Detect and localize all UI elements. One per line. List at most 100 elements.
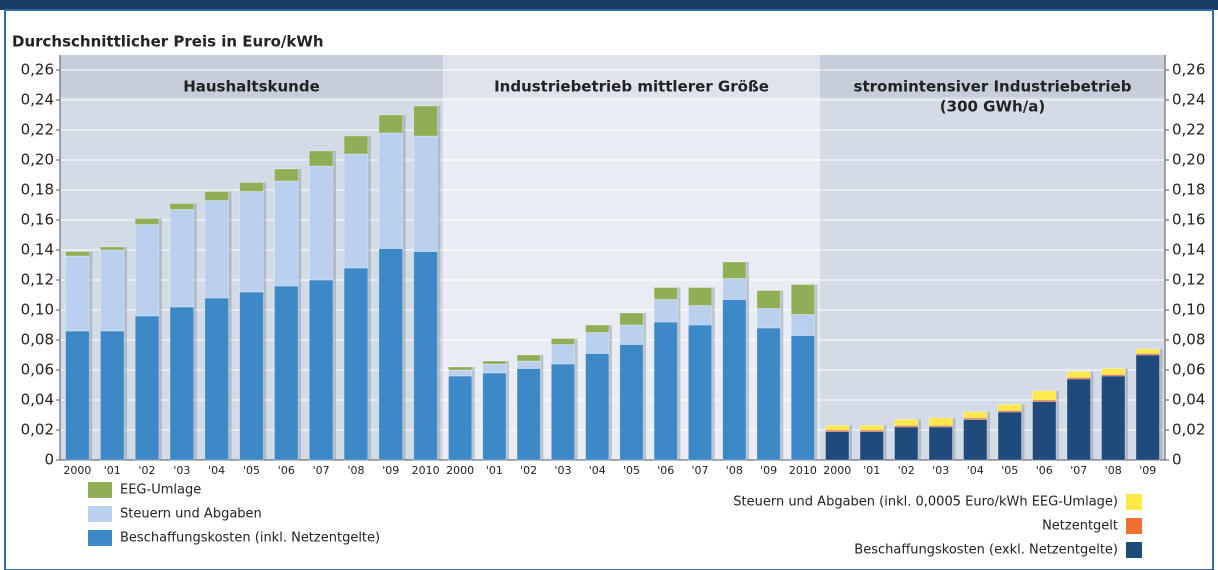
y-tick-label: 0,20 (21, 151, 54, 169)
panel-subtitle: (300 GWh/a) (940, 98, 1045, 116)
x-tick-label: '04 (589, 464, 606, 477)
bar-segment (790, 314, 815, 336)
bar-segment (722, 278, 747, 300)
bar-segment (413, 135, 438, 252)
x-tick-label: '05 (1001, 464, 1018, 477)
x-tick-label: '03 (932, 464, 949, 477)
bar-segment (134, 315, 160, 461)
panel-title: Industriebetrieb mittlerer Größe (494, 78, 769, 96)
bar-segment (825, 425, 850, 431)
bar-segment (1135, 348, 1160, 354)
x-tick-label: '08 (726, 464, 743, 477)
y2-tick-label: 0 (1172, 451, 1182, 469)
bar-segment (756, 327, 781, 461)
bar-segment (722, 261, 747, 279)
bar-segment (928, 417, 953, 426)
x-tick-label: '06 (657, 464, 674, 477)
x-tick-label: '07 (313, 464, 330, 477)
y-tick-label: 0,02 (21, 421, 54, 439)
y-tick-label: 0,24 (21, 91, 54, 109)
bar-segment (1066, 378, 1091, 461)
x-tick-label: '04 (967, 464, 984, 477)
bar-segment (859, 431, 884, 461)
bar-segment (378, 248, 404, 461)
panel-title: Haushaltskunde (183, 78, 320, 96)
x-tick-label: '09 (382, 464, 399, 477)
bar-segment (204, 191, 229, 201)
bar-segment (619, 344, 644, 461)
y2-tick-label: 0,20 (1172, 151, 1205, 169)
y2-tick-label: 0,12 (1172, 271, 1205, 289)
bar-segment (928, 426, 953, 461)
y2-tick-label: 0,04 (1172, 391, 1205, 409)
panel-header (443, 55, 820, 97)
bar-segment (516, 368, 541, 461)
x-tick-label: '08 (347, 464, 364, 477)
bar-segment (653, 321, 678, 461)
y2-tick-label: 0,06 (1172, 361, 1205, 379)
y-tick-label: 0,08 (21, 331, 54, 349)
legend-swatch (88, 530, 112, 546)
x-tick-label: '02 (139, 464, 156, 477)
bar-segment (550, 344, 576, 365)
bar-segment (1066, 371, 1091, 378)
bar-segment (790, 335, 815, 461)
bar-segment (274, 168, 299, 182)
bar-segment (859, 425, 884, 431)
bar-segment (756, 290, 781, 309)
legend-swatch (88, 506, 112, 522)
x-tick-label: '02 (898, 464, 915, 477)
bar-segment (653, 287, 678, 300)
x-tick-label: '04 (208, 464, 225, 477)
x-tick-label: '06 (1036, 464, 1053, 477)
y-tick-label: 0,10 (21, 301, 54, 319)
bar-segment (585, 332, 610, 354)
bar-segment (239, 291, 264, 461)
bar-segment (1101, 375, 1126, 461)
bar-segment (448, 366, 473, 371)
bar-segment (448, 369, 473, 377)
bar-segment (99, 246, 125, 251)
bar-segment (963, 419, 988, 461)
bar-segment (1135, 354, 1160, 461)
y-tick-label: 0,26 (21, 61, 54, 79)
y2-tick-label: 0,14 (1172, 241, 1205, 259)
panel-title: stromintensiver Industriebetrieb (854, 78, 1132, 96)
y-tick-label: 0,04 (21, 391, 54, 409)
bar-segment (308, 165, 334, 281)
bar-segment (894, 426, 919, 461)
x-tick-label: '05 (623, 464, 640, 477)
y-tick-label: 0,12 (21, 271, 54, 289)
bar-segment (378, 132, 404, 249)
bar-segment (997, 411, 1022, 461)
legend-label: Beschaffungskosten (exkl. Netzentgelte) (854, 543, 1118, 558)
x-tick-label: '01 (104, 464, 121, 477)
x-tick-label: '09 (1139, 464, 1156, 477)
legend-label: Steuern und Abgaben (120, 507, 262, 522)
x-tick-label: '07 (692, 464, 709, 477)
bar-segment (239, 182, 264, 192)
legend-label: EEG-Umlage (120, 483, 201, 498)
top-band (0, 0, 1218, 10)
x-tick-label: 2000 (63, 464, 91, 477)
legend-label: Steuern und Abgaben (inkl. 0,0005 Euro/k… (733, 495, 1118, 510)
bar-segment (204, 200, 229, 299)
bar-segment (687, 324, 713, 461)
bar-segment (274, 180, 299, 287)
y-tick-label: 0,16 (21, 211, 54, 229)
y-tick-label: 0 (44, 451, 54, 469)
bar-segment (756, 308, 781, 329)
x-tick-label: '03 (554, 464, 571, 477)
x-tick-label: '06 (278, 464, 295, 477)
bar-segment (99, 249, 125, 332)
bar-segment (1101, 368, 1126, 375)
bar-segment (516, 354, 541, 362)
panel-header (60, 55, 443, 97)
bar-segment (619, 324, 644, 345)
x-tick-label: '01 (486, 464, 503, 477)
bar-segment (204, 297, 229, 461)
bar-segment (653, 299, 678, 323)
legend-swatch (88, 482, 112, 498)
bar-segment (550, 338, 576, 345)
